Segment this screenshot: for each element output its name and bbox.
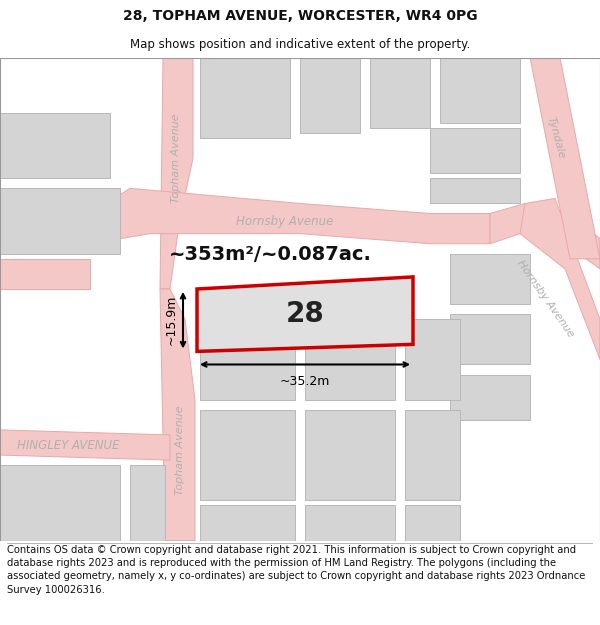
Polygon shape <box>0 259 90 289</box>
Text: Hornsby Avenue: Hornsby Avenue <box>236 215 334 228</box>
Polygon shape <box>520 198 600 359</box>
Polygon shape <box>160 289 195 541</box>
Polygon shape <box>0 465 120 541</box>
Polygon shape <box>450 254 530 304</box>
Text: Map shows position and indicative extent of the property.: Map shows position and indicative extent… <box>130 38 470 51</box>
Polygon shape <box>490 204 600 269</box>
Text: Tyndale: Tyndale <box>545 116 566 160</box>
Polygon shape <box>305 410 395 501</box>
Polygon shape <box>440 58 520 123</box>
Polygon shape <box>530 58 600 259</box>
Polygon shape <box>160 58 193 289</box>
Polygon shape <box>305 506 395 541</box>
Text: Topham Avenue: Topham Avenue <box>175 405 185 495</box>
Polygon shape <box>197 277 413 351</box>
Polygon shape <box>405 410 460 501</box>
Polygon shape <box>405 506 460 541</box>
Text: 28: 28 <box>286 300 325 328</box>
Polygon shape <box>130 465 165 541</box>
Polygon shape <box>200 58 290 138</box>
Polygon shape <box>305 314 395 400</box>
Text: Hornsby Avenue: Hornsby Avenue <box>515 259 575 339</box>
Text: ~15.9m: ~15.9m <box>165 295 178 346</box>
Polygon shape <box>405 319 460 400</box>
Polygon shape <box>0 113 110 178</box>
Polygon shape <box>300 58 360 133</box>
Polygon shape <box>370 58 430 128</box>
Text: Contains OS data © Crown copyright and database right 2021. This information is : Contains OS data © Crown copyright and d… <box>7 545 586 594</box>
Text: 28, TOPHAM AVENUE, WORCESTER, WR4 0PG: 28, TOPHAM AVENUE, WORCESTER, WR4 0PG <box>122 9 478 23</box>
Polygon shape <box>450 314 530 364</box>
Polygon shape <box>450 374 530 420</box>
Text: HINGLEY AVENUE: HINGLEY AVENUE <box>17 439 119 451</box>
Polygon shape <box>200 319 295 400</box>
Polygon shape <box>90 188 490 244</box>
Text: Topham Avenue: Topham Avenue <box>171 113 181 203</box>
Text: ~353m²/~0.087ac.: ~353m²/~0.087ac. <box>169 245 371 264</box>
Text: ~35.2m: ~35.2m <box>280 374 330 388</box>
Polygon shape <box>0 188 120 254</box>
Polygon shape <box>0 430 170 460</box>
Polygon shape <box>430 128 520 173</box>
Polygon shape <box>430 178 520 204</box>
Polygon shape <box>200 506 295 541</box>
Polygon shape <box>200 410 295 501</box>
